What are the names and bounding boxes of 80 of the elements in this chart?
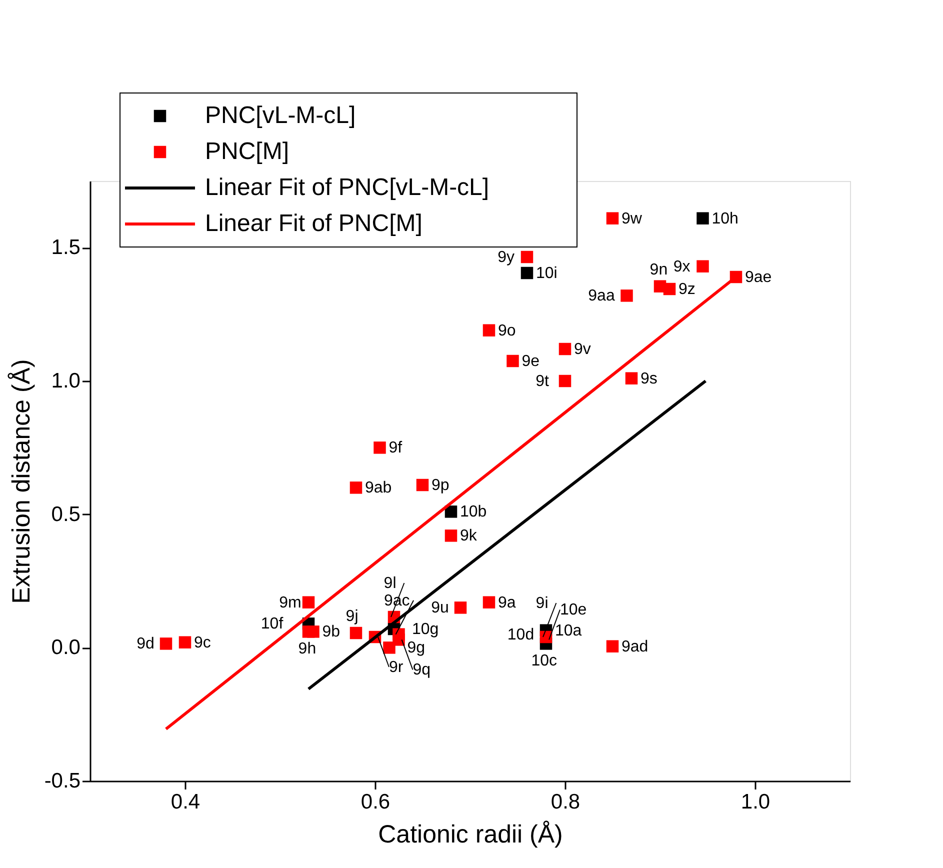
point [392,628,405,640]
annotation: 9v [574,341,591,358]
point [625,372,638,384]
annotation: 9d [136,636,154,653]
annotation: 9z [678,281,696,298]
annotation: 10c [531,652,557,670]
annotation: 9s [640,370,658,388]
annotation: 9b [322,624,340,641]
point [606,640,619,652]
y-tick-label: -0.5 [44,770,80,792]
annotation: 9w [622,210,642,228]
annotation: 9j [346,608,358,625]
annotation: 9p [432,477,450,494]
annotation: 9ab [365,480,392,497]
annotation: 10i [536,265,558,282]
annotation: 9h [298,640,316,658]
annotation: 9y [498,249,515,266]
y-tick-label: 1.5 [51,236,80,260]
legend-label: Linear Fit of PNC[M] [205,210,422,237]
point [506,354,519,368]
annotation: 10e [560,602,587,619]
annotation: 9n [650,261,668,278]
point [558,374,572,388]
legend-label: PNC[M] [205,138,289,165]
x-axis-title: Cationic radii (Å) [378,820,563,848]
annotation: 9k [460,528,478,545]
point [558,342,572,356]
point [696,260,709,272]
x-tick-label: 0.4 [170,790,200,814]
annotation: 9e [522,353,540,370]
point [416,478,429,492]
point [350,626,362,640]
annotation: 9m [279,594,302,612]
point [160,638,172,650]
point [663,282,676,296]
annotation: 9o [498,322,516,340]
annotation: 9f [388,440,403,457]
point [520,266,534,280]
annotation: 10d [507,626,534,644]
point [444,530,458,542]
annotation: 9c [194,634,211,652]
annotation: 9aa [588,288,615,305]
x-tick-label: 0.6 [360,790,390,814]
annotation: 10a [555,622,582,640]
annotation: 9ad [622,638,648,656]
legend-label: PNC[vL-M-cL] [205,102,356,129]
annotation: 10f [260,616,284,633]
annotation: 9i [536,595,548,612]
point [620,290,633,302]
point [374,442,386,454]
point [350,482,362,494]
annotation: 9u [431,600,449,617]
annotation: 9ae [745,269,772,286]
annotation: 9t [536,373,550,390]
legend-label: Linear Fit of PNC[vL-M-cL] [205,174,490,201]
point [696,212,709,224]
point [307,626,320,638]
annotation: 9r [389,659,404,676]
annotation: 10g [412,621,439,638]
annotation: 9a [498,594,516,612]
annotation: 9g [407,640,426,657]
point [482,596,496,608]
point [302,596,315,608]
annotation: 9q [412,662,431,679]
point [178,636,192,648]
point [482,324,496,336]
x-tick-label: 1.0 [740,790,770,814]
y-tick-label: 0.0 [51,636,80,660]
y-tick-label: 1.0 [51,370,80,392]
y-axis-title: Extrusion distance (Å) [7,359,36,604]
annotation: 10h [712,210,738,228]
x-tick-label: 0.8 [550,790,580,814]
point [520,250,534,264]
annotation: 9l [384,575,396,592]
annotation: 10b [460,504,487,521]
y-tick-label: 0.5 [51,502,80,526]
annotation: 9x [673,258,690,276]
point [454,602,467,614]
point [606,212,619,224]
point [444,506,458,518]
